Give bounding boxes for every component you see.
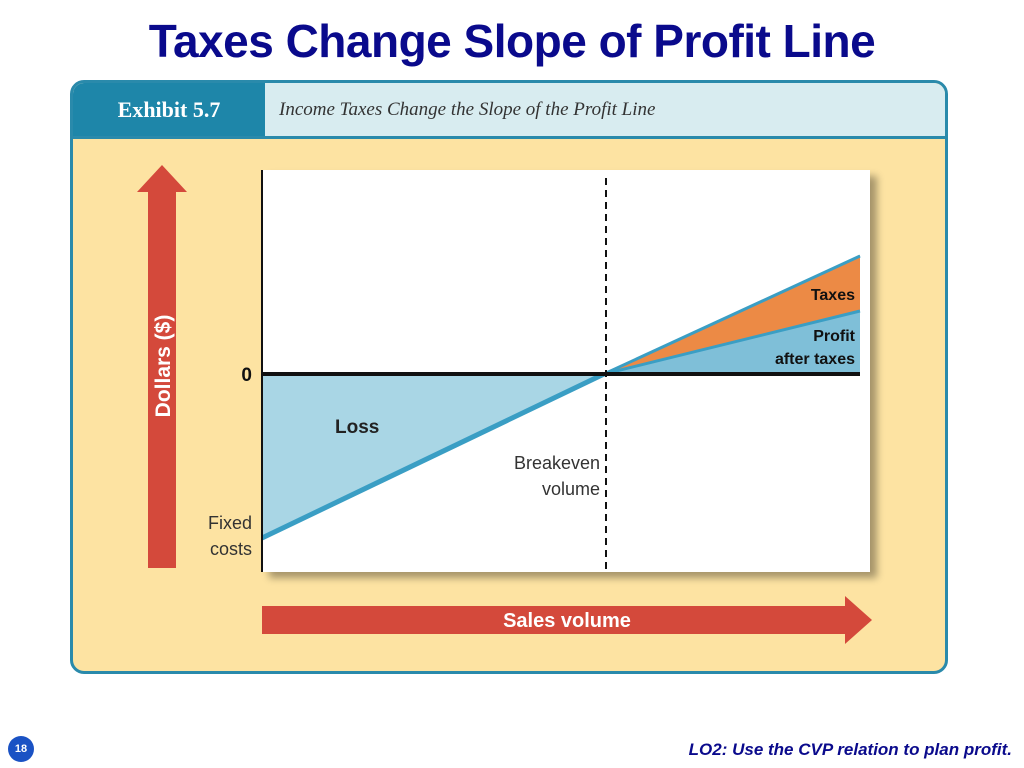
profit-label-line1: Profit [813, 328, 855, 345]
page-number-badge: 18 [8, 736, 34, 762]
breakeven-label-line2: volume [542, 479, 600, 499]
taxes-label: Taxes [811, 287, 855, 304]
breakeven-label-line1: Breakeven [514, 453, 600, 473]
profit-label-line2: after taxes [775, 351, 855, 368]
slide-title: Taxes Change Slope of Profit Line [148, 15, 876, 67]
profit-line [260, 371, 606, 541]
fixed-costs-label-line1: Fixed [208, 513, 252, 533]
footer-note: LO2: Use the CVP relation to plan profit… [688, 740, 1012, 759]
exhibit-caption: Income Taxes Change the Slope of the Pro… [279, 99, 656, 120]
loss-label: Loss [335, 417, 379, 438]
y-axis-label: Dollars ($) [152, 315, 175, 418]
y-axis-arrow [137, 165, 187, 568]
x-axis-arrow [262, 596, 872, 644]
exhibit-header: Exhibit 5.7 Income Taxes Change the Slop… [73, 83, 945, 139]
fixed-costs-label-line2: costs [210, 539, 252, 559]
after-tax-profit-line [603, 309, 861, 376]
x-axis-label: Sales volume [503, 610, 631, 632]
zero-label: 0 [241, 365, 252, 386]
pretax-profit-line [603, 254, 861, 376]
exhibit-number: Exhibit 5.7 [73, 83, 265, 136]
